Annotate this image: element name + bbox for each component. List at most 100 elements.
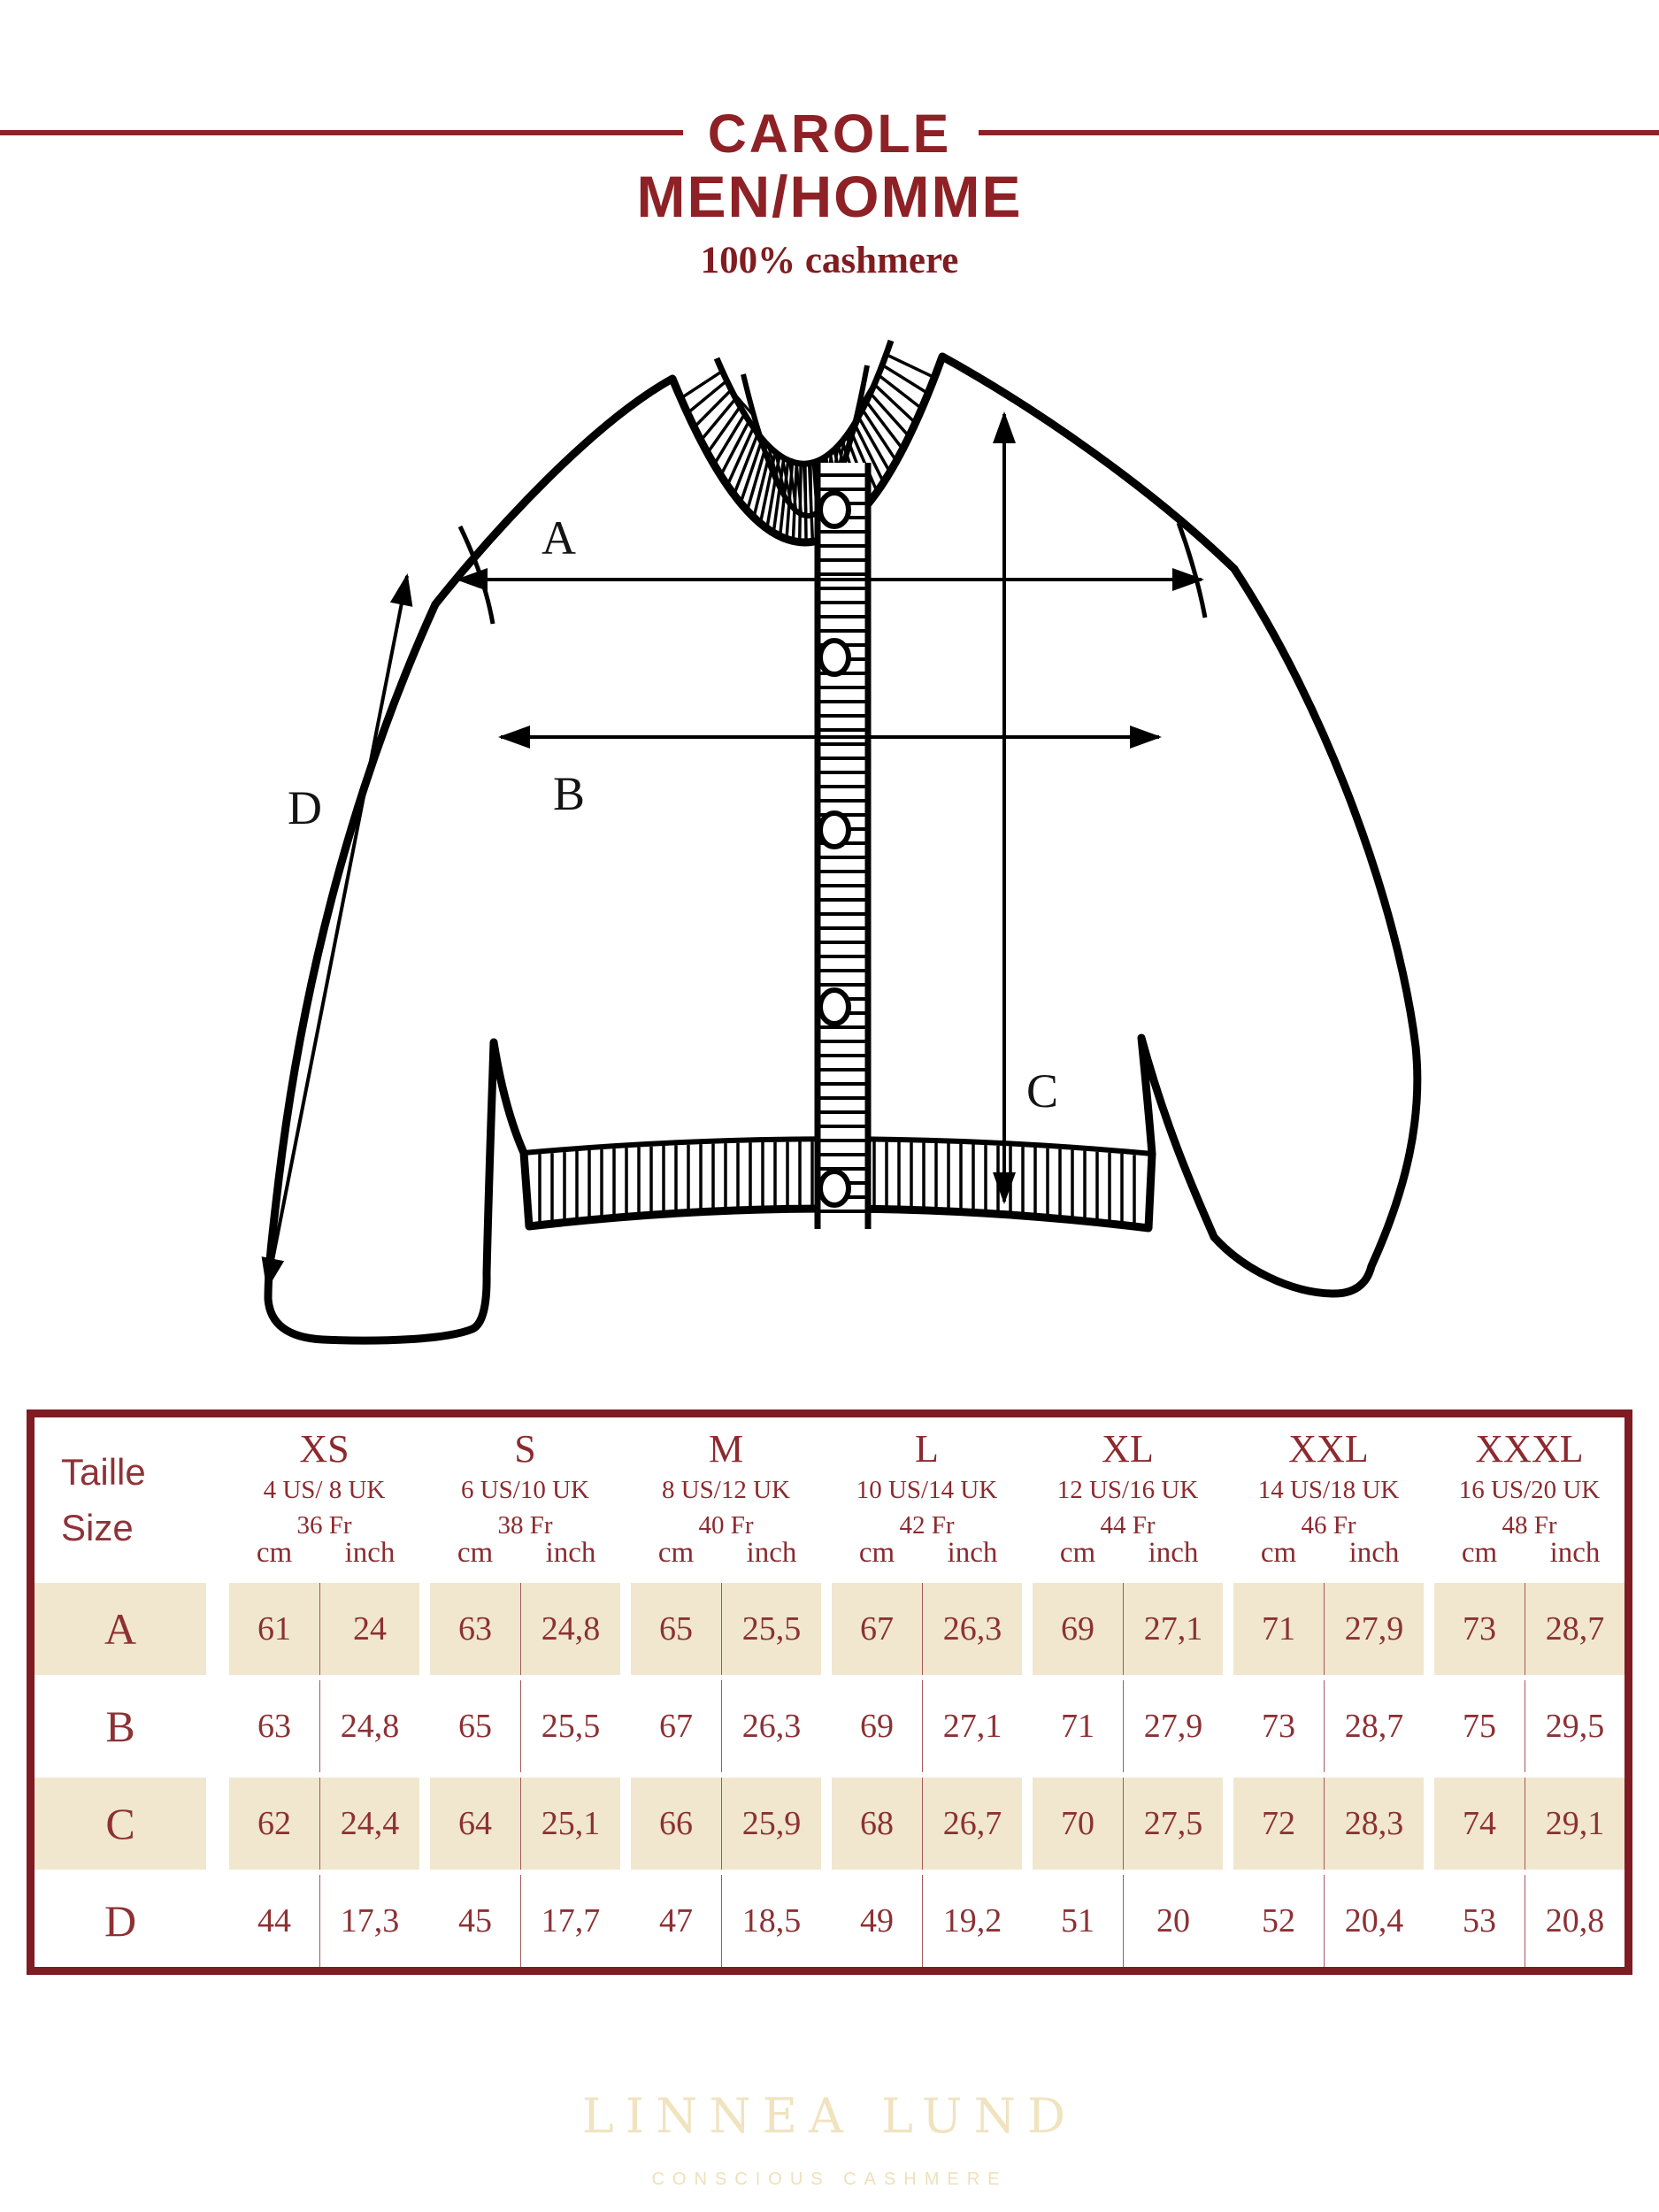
corner-label-en: Size [61, 1507, 134, 1548]
table-row-d: D 44 17,3 45 17,7 47 18,5 49 19,2 51 20 … [35, 1875, 1624, 1967]
unit-inch: inch [545, 1537, 596, 1569]
size-header-s: S 6 US/10 UK 38 Fr [460, 1427, 589, 1540]
value-cell: 74 [1434, 1778, 1525, 1870]
value-cell: 53 [1463, 1902, 1496, 1939]
value-cell: 72 [1233, 1778, 1324, 1870]
value-cell: 25,5 [541, 1708, 601, 1745]
unit-cm: cm [657, 1537, 695, 1569]
value-cell: 25,1 [521, 1778, 620, 1870]
value-cell: 26,3 [741, 1708, 802, 1745]
size-header-xxl: XXL 14 US/18 UK 46 Fr [1257, 1427, 1400, 1540]
size-header-xl: XL 12 US/16 UK 44 Fr [1056, 1427, 1199, 1540]
value-cell: 28,3 [1325, 1778, 1424, 1870]
value-cell: 18,5 [741, 1902, 802, 1939]
table-row-a: A 61 24 63 24,8 65 25,5 67 26,3 69 27,1 … [35, 1583, 1624, 1675]
measure-d-label: D [288, 781, 322, 834]
value-cell: 63 [257, 1708, 291, 1745]
value-cell: 62 [229, 1778, 319, 1870]
value-cell: 69 [860, 1708, 894, 1745]
unit-inch: inch [1348, 1537, 1400, 1569]
neckline-inner-edge [713, 339, 895, 467]
value-cell: 66 [631, 1778, 721, 1870]
value-cell: 64 [430, 1778, 520, 1870]
value-cell: 67 [659, 1708, 693, 1745]
value-cell: 75 [1463, 1708, 1496, 1745]
value-cell: 45 [458, 1902, 492, 1939]
value-cell: 25,9 [722, 1778, 821, 1870]
value-cell: 20,4 [1344, 1902, 1404, 1939]
value-cell: 47 [659, 1902, 693, 1939]
value-cell: 17,3 [340, 1902, 400, 1939]
value-cell: 24,8 [521, 1583, 620, 1675]
unit-inch: inch [1549, 1537, 1601, 1569]
collection-title: CAROLE [707, 104, 952, 164]
value-cell: 28,7 [1344, 1708, 1404, 1745]
value-cell: 73 [1262, 1708, 1295, 1745]
row-label: A [35, 1583, 206, 1675]
value-cell: 24,4 [320, 1778, 419, 1870]
button-icon [818, 810, 851, 849]
value-cell: 25,5 [722, 1583, 821, 1675]
size-header-l: L 10 US/14 UK 42 Fr [856, 1427, 998, 1540]
value-cell: 65 [458, 1708, 492, 1745]
header-rule-right [979, 130, 1659, 135]
size-table-header: Taille Size XS 4 US/ 8 UK 36 Fr S 6 US/1… [35, 1417, 1624, 1578]
unit-inch: inch [947, 1537, 998, 1569]
value-cell: 68 [832, 1778, 922, 1870]
unit-cm: cm [1260, 1537, 1297, 1569]
value-cell: 65 [631, 1583, 721, 1675]
size-header-xxxl: XXXL 16 US/20 UK 48 Fr [1458, 1427, 1601, 1540]
unit-inch: inch [344, 1537, 396, 1569]
table-row-b: B 63 24,8 65 25,5 67 26,3 69 27,1 71 27,… [35, 1680, 1624, 1772]
value-cell: 44 [257, 1902, 291, 1939]
value-cell: 27,9 [1325, 1583, 1424, 1675]
measure-a-label: A [541, 511, 576, 565]
value-cell: 27,1 [942, 1708, 1002, 1745]
value-cell: 71 [1233, 1583, 1324, 1675]
button-icon [818, 490, 851, 529]
button-icon [818, 1169, 851, 1208]
size-table: Taille Size XS 4 US/ 8 UK 36 Fr S 6 US/1… [27, 1409, 1632, 1975]
unit-inch: inch [1148, 1537, 1199, 1569]
button-icon [818, 987, 851, 1026]
value-cell: 26,7 [923, 1778, 1022, 1870]
value-cell: 28,7 [1525, 1583, 1624, 1675]
unit-cm: cm [256, 1537, 293, 1569]
value-cell: 24,8 [340, 1708, 400, 1745]
value-cell: 19,2 [942, 1902, 1002, 1939]
value-cell: 27,1 [1124, 1583, 1223, 1675]
corner-label-fr: Taille [61, 1451, 146, 1493]
table-row-c: C 62 24,4 64 25,1 66 25,9 68 26,7 70 27,… [35, 1778, 1624, 1870]
value-cell: 67 [832, 1583, 922, 1675]
value-cell: 26,3 [923, 1583, 1022, 1675]
value-cell: 70 [1033, 1778, 1123, 1870]
brand-tagline: CONSCIOUS CASHMERE [651, 2170, 1008, 2189]
header-rule-left [0, 130, 683, 135]
unit-cm: cm [858, 1537, 895, 1569]
value-cell: 20,8 [1545, 1902, 1605, 1939]
material-subtitle: 100% cashmere [700, 240, 959, 281]
value-cell: 24 [320, 1583, 419, 1675]
buttons [818, 490, 851, 1208]
unit-cm: cm [1059, 1537, 1096, 1569]
unit-inch: inch [746, 1537, 797, 1569]
gender-title: MEN/HOMME [636, 164, 1023, 229]
measure-b-label: B [553, 767, 585, 820]
value-cell: 49 [860, 1902, 894, 1939]
cardigan-measurement-diagram: A B C D [261, 339, 1422, 1345]
row-label: D [104, 1896, 137, 1946]
value-cell: 63 [430, 1583, 520, 1675]
value-cell: 52 [1262, 1902, 1295, 1939]
row-label: B [105, 1701, 135, 1751]
value-cell: 27,9 [1143, 1708, 1203, 1745]
brand-logo: LINNEA LUND [581, 2088, 1078, 2144]
value-cell: 20 [1156, 1902, 1190, 1939]
value-cell: 17,7 [541, 1902, 601, 1939]
value-cell: 61 [229, 1583, 319, 1675]
unit-cm: cm [1461, 1537, 1498, 1569]
value-cell: 51 [1061, 1902, 1094, 1939]
value-cell: 27,5 [1124, 1778, 1223, 1870]
value-cell: 73 [1434, 1583, 1525, 1675]
value-cell: 71 [1061, 1708, 1094, 1745]
